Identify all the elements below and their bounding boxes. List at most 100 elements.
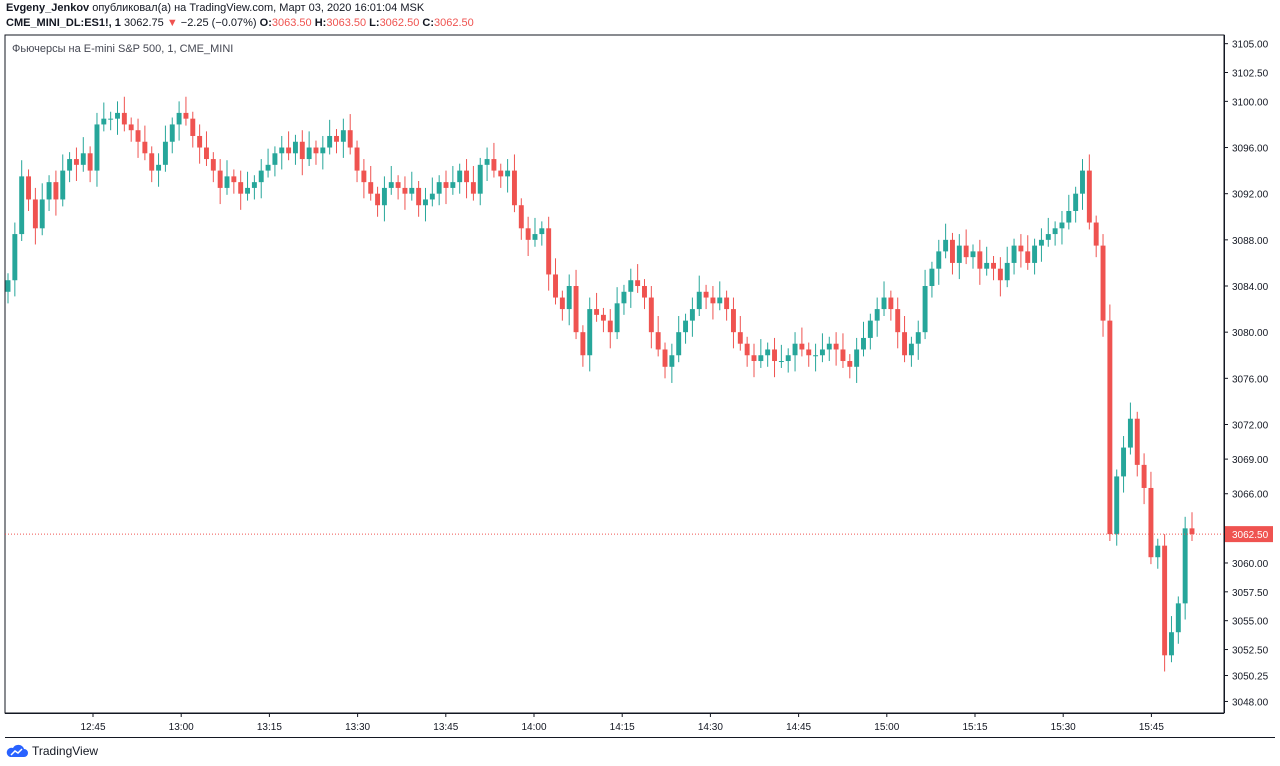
candle-body <box>607 320 613 333</box>
candle-body <box>833 343 839 350</box>
candle-body <box>751 355 757 362</box>
candle-body <box>73 159 79 165</box>
candle-body <box>956 245 962 263</box>
candle-body <box>5 280 11 292</box>
price-tick-label: 3050.25 <box>1232 671 1269 682</box>
candle-body <box>929 268 935 287</box>
candle-body <box>320 147 326 154</box>
candle-body <box>874 309 880 321</box>
price-tick-label: 3105.00 <box>1232 40 1269 51</box>
candle-body <box>792 343 798 356</box>
low-value: 3062.50 <box>379 17 420 29</box>
candle-body <box>334 135 339 142</box>
candle-body <box>128 124 134 131</box>
candle-body <box>594 309 600 315</box>
candle-body <box>381 187 387 206</box>
price-tick-label: 3084.00 <box>1232 282 1269 293</box>
candle-body <box>1086 170 1092 223</box>
candle-body <box>210 159 216 171</box>
candle-body <box>491 159 497 171</box>
candle-body <box>46 182 52 200</box>
candle-body <box>977 251 983 269</box>
time-tick-label: 13:30 <box>345 722 370 733</box>
candle-body <box>1080 170 1085 194</box>
candle-body <box>662 349 668 367</box>
candle-body <box>231 176 237 183</box>
time-tick-label: 15:15 <box>962 722 987 733</box>
candle-body <box>915 332 921 344</box>
plot-area[interactable] <box>4 34 1225 714</box>
candle-body <box>847 361 853 367</box>
candle-body <box>265 164 271 171</box>
candle-body <box>696 291 702 310</box>
candle-body <box>676 332 682 356</box>
last-price-badge <box>1225 526 1273 543</box>
time-tick-label: 13:15 <box>257 722 282 733</box>
candle-body <box>402 187 408 194</box>
candle-body <box>566 286 572 310</box>
candle-body <box>176 112 182 125</box>
candle-body <box>395 182 401 188</box>
candle-body <box>730 309 736 333</box>
price-tick-label: 3069.00 <box>1232 455 1269 466</box>
time-tick-label: 14:00 <box>521 722 546 733</box>
candle-body <box>1100 245 1106 321</box>
candle-body <box>525 228 531 240</box>
last-price-label: 3062.50 <box>1232 530 1269 541</box>
candle-body <box>149 153 155 171</box>
candle-body <box>162 141 168 165</box>
candle-body <box>895 309 901 333</box>
candle-body <box>908 343 914 356</box>
author-name[interactable]: Evgeny_Jenkov <box>6 2 90 14</box>
candle-body <box>881 297 887 310</box>
candle-body <box>1038 239 1044 246</box>
candle-body <box>539 228 545 235</box>
price-axis[interactable]: 3105.00 3102.50 3100.00 3096.00 3092.00 3088.… <box>1224 40 1269 709</box>
candles-group <box>5 96 1195 672</box>
candle-body <box>183 112 189 119</box>
candle-body <box>354 147 360 171</box>
candle-body <box>245 187 251 194</box>
candle-body <box>26 176 31 200</box>
candle-body <box>902 332 908 356</box>
candle-body <box>53 182 59 200</box>
time-axis[interactable]: 12:45 13:00 13:15 13:30 13:45 14:00 14:15 14:30… <box>80 713 1164 733</box>
last-price-line-group: 3062.50 <box>5 526 1273 543</box>
candle-body <box>347 130 353 148</box>
candle-body <box>511 170 517 206</box>
candle-body <box>464 170 470 183</box>
time-tick-label: 15:30 <box>1051 722 1076 733</box>
candle-body <box>1162 545 1168 656</box>
candle-body <box>655 332 661 350</box>
candle-body <box>888 297 894 310</box>
candle-body <box>1121 447 1127 477</box>
candle-body <box>772 349 777 362</box>
candle-body <box>1169 632 1174 656</box>
close-value: 3062.50 <box>434 17 474 29</box>
chart-title: Фьючерсы на E-mini S&P 500, 1, CME_MINI <box>12 43 234 55</box>
open-label: O: <box>259 17 272 29</box>
time-tick-label: 12:45 <box>80 722 105 733</box>
candle-body <box>361 170 367 183</box>
candle-body <box>251 182 257 188</box>
candle-body <box>1018 245 1024 252</box>
publish-text: опубликовал(а) на TradingView.com, Март … <box>92 2 425 14</box>
price-change: −2.25 (−0.07%) <box>180 17 257 29</box>
price-tick-label: 3060.00 <box>1232 559 1269 570</box>
ohlc-legend: CME_MINI_DL:ES1!, 1 3062.75 ▼ −2.25 (−0.… <box>6 17 474 29</box>
candle-body <box>1011 245 1017 263</box>
tradingview-logo[interactable]: TradingView <box>6 744 98 758</box>
candle-body <box>94 124 100 171</box>
candle-body <box>1175 603 1181 633</box>
candle-body <box>340 130 346 142</box>
candle-body <box>156 164 162 171</box>
candle-body <box>388 182 394 188</box>
candle-body <box>1073 193 1079 211</box>
candle-body <box>87 153 93 171</box>
candle-body <box>1093 222 1099 246</box>
price-tick-label: 3057.50 <box>1232 588 1269 599</box>
candle-body <box>1025 251 1031 263</box>
candle-body <box>553 274 558 298</box>
price-tick-label: 3100.00 <box>1232 97 1269 108</box>
